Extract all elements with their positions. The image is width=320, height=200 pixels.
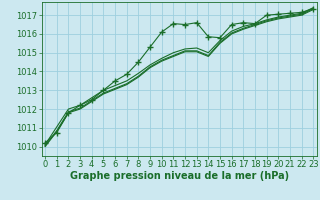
X-axis label: Graphe pression niveau de la mer (hPa): Graphe pression niveau de la mer (hPa) (70, 171, 289, 181)
